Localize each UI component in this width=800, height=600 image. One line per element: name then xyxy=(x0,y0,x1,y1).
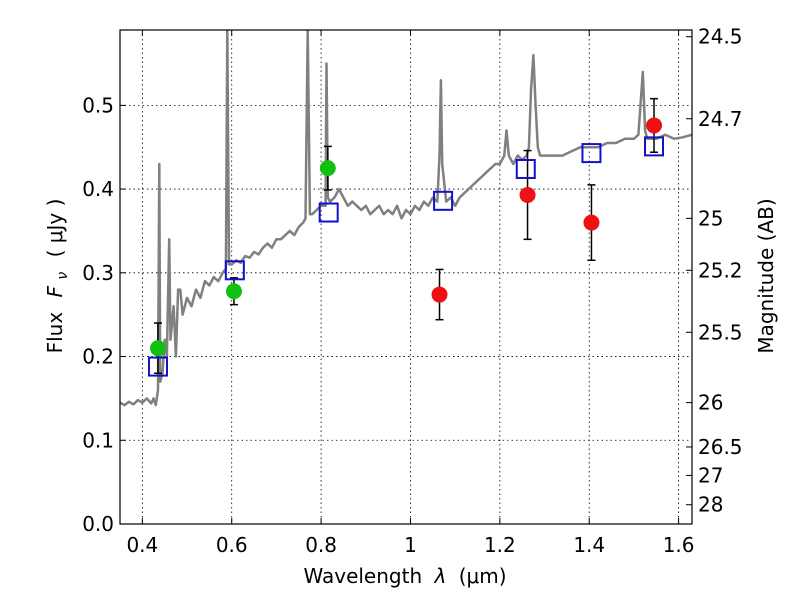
y-tick-label: 0.4 xyxy=(82,177,114,201)
y-axis-label-unit: ( μJy ) xyxy=(43,199,67,258)
data-marks xyxy=(147,97,665,377)
y-axis-label-text: Flux xyxy=(43,312,67,354)
ticks: 0.4 0.6 0.8 1 1.2 1.4 1.6 0.0 0.1 0.2 0.3 0.4 0.5 24.… xyxy=(82,25,742,557)
model-square xyxy=(147,356,168,377)
x-axis-label-symbol: λ xyxy=(434,564,447,588)
plot-frame xyxy=(119,29,693,525)
y-tick-label: 0.3 xyxy=(82,261,114,285)
red-data-point xyxy=(519,186,536,203)
red-data-point xyxy=(583,214,600,231)
y2-tick-label: 27 xyxy=(698,463,723,487)
model-square xyxy=(433,190,454,211)
x-axis-label-unit: (μm) xyxy=(459,564,507,588)
x-tick-label: 0.4 xyxy=(126,533,158,557)
y-tick-label: 0.0 xyxy=(82,512,114,536)
y2-tick-label: 24.7 xyxy=(698,107,743,131)
y-tick-label: 0.2 xyxy=(82,345,114,369)
x-tick-label: 0.8 xyxy=(305,533,337,557)
model-square xyxy=(224,260,245,281)
x-tick-label: 0.6 xyxy=(216,533,248,557)
red-data-point xyxy=(431,286,448,303)
y2-tick-label: 26.5 xyxy=(698,435,743,459)
y-axis-label-symbol: F xyxy=(43,285,67,297)
red-data-point xyxy=(646,117,663,134)
x-tick-label: 1.4 xyxy=(573,533,605,557)
x-tick-label: 1.6 xyxy=(663,533,695,557)
grid xyxy=(120,30,692,525)
model-square xyxy=(581,143,602,164)
model-square xyxy=(515,158,536,179)
y2-tick-label: 28 xyxy=(698,493,723,517)
y-tick-label: 0.1 xyxy=(82,428,114,452)
spectrum xyxy=(120,30,692,407)
y2-tick-label: 25 xyxy=(698,206,723,230)
secondary-y-axis-label: Magnitude (AB) xyxy=(754,198,778,353)
y-tick-label: 0.5 xyxy=(82,93,114,117)
y2-tick-label: 25.2 xyxy=(698,258,743,282)
y2-tick-label: 25.5 xyxy=(698,320,743,344)
y-axis-label: Flux F ν ( μJy ) xyxy=(43,199,72,354)
x-axis-label-text: Wavelength xyxy=(303,564,422,588)
x-tick-label: 1.2 xyxy=(484,533,516,557)
spectrum-line xyxy=(120,30,692,407)
y2-tick-label: 26 xyxy=(698,391,723,415)
x-tick-label: 1 xyxy=(404,533,417,557)
green-data-point xyxy=(319,160,336,177)
model-square xyxy=(318,202,339,223)
green-data-point xyxy=(149,340,166,357)
y-axis-label-subscript: ν xyxy=(55,272,71,280)
y2-tick-label: 24.5 xyxy=(698,25,743,49)
green-data-point xyxy=(225,283,242,300)
model-square xyxy=(644,136,665,157)
x-axis-label: Wavelength λ (μm) xyxy=(303,564,506,588)
